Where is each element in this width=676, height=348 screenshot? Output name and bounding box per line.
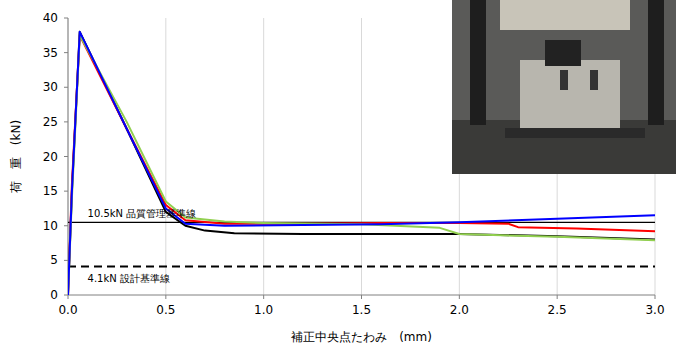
x-tick [361, 295, 362, 299]
x-axis-label: 補正中央点たわみ (mm) [291, 330, 432, 344]
x-tick [263, 295, 264, 299]
reference-label: 10.5kN 品質管理基準線 [88, 208, 197, 219]
x-tick [68, 295, 69, 299]
photo-plate [500, 0, 630, 30]
y-tick [64, 156, 68, 157]
photo-specimen [520, 60, 620, 128]
photo-gauge [545, 40, 581, 66]
photo-base [505, 128, 645, 138]
y-tick [64, 191, 68, 192]
y-axis-label: 荷 重 (kN) [9, 120, 23, 193]
photo-floor [452, 120, 676, 174]
x-tick [655, 295, 656, 299]
photo-sensor [560, 70, 568, 90]
y-tick [64, 260, 68, 261]
x-tick-label: 2.0 [450, 303, 469, 317]
x-tick [459, 295, 460, 299]
x-tick-label: 3.0 [645, 303, 664, 317]
photo-bg [452, 0, 676, 174]
y-tick [64, 121, 68, 122]
x-tick-label: 1.0 [254, 303, 273, 317]
photo-sensor [590, 70, 598, 90]
x-tick-label: 2.5 [548, 303, 567, 317]
y-tick [64, 295, 68, 296]
y-tick-label: 30 [43, 80, 58, 94]
grid-line [361, 18, 362, 295]
y-tick [64, 225, 68, 226]
y-tick-label: 25 [43, 115, 58, 129]
x-tick-label: 0.5 [156, 303, 175, 317]
y-tick-label: 10 [43, 219, 58, 233]
grid-line [263, 18, 264, 295]
y-tick [64, 52, 68, 53]
y-tick-label: 40 [43, 11, 58, 25]
y-tick [64, 18, 68, 19]
x-tick-label: 1.5 [352, 303, 371, 317]
grid-line [165, 18, 166, 295]
photo [452, 0, 676, 174]
photo-rod [648, 0, 664, 125]
y-tick-label: 20 [43, 150, 58, 164]
reference-label: 4.1kN 設計基準線 [88, 273, 170, 284]
x-tick [165, 295, 166, 299]
y-tick [64, 87, 68, 88]
x-tick [557, 295, 558, 299]
y-tick-label: 35 [43, 46, 58, 60]
y-tick-label: 15 [43, 184, 58, 198]
reference-line [68, 266, 655, 268]
y-tick-label: 5 [50, 253, 58, 267]
y-tick-label: 0 [50, 288, 58, 302]
chart: 0 5 10 15 20 25 30 35 40 0.0 0.5 1.0 1.5 2.0 2.5 3.0 補正中… [0, 0, 676, 348]
photo-rod [470, 0, 486, 125]
x-tick-label: 0.0 [58, 303, 77, 317]
